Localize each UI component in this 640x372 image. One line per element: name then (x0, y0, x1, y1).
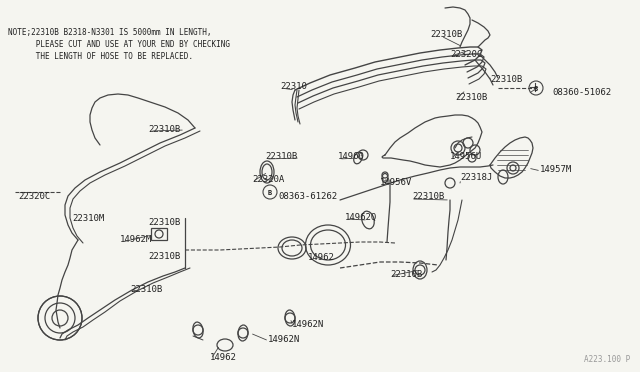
Text: THE LENGTH OF HOSE TO BE REPLACED.: THE LENGTH OF HOSE TO BE REPLACED. (8, 52, 193, 61)
Text: 22310B: 22310B (148, 252, 180, 261)
Text: 22310B: 22310B (148, 125, 180, 134)
Text: 22310B: 22310B (265, 152, 297, 161)
Text: 22320C: 22320C (450, 50, 483, 59)
Circle shape (38, 296, 82, 340)
Text: 22320C: 22320C (18, 192, 51, 201)
Text: 22318J: 22318J (460, 173, 492, 182)
Text: 22310B: 22310B (130, 285, 163, 294)
Text: 14960: 14960 (338, 152, 365, 161)
Text: 14957M: 14957M (540, 165, 572, 174)
Text: 14962: 14962 (210, 353, 237, 362)
Text: 14956V: 14956V (380, 178, 412, 187)
Text: B: B (268, 190, 272, 196)
Text: 22310: 22310 (280, 82, 307, 91)
Text: A223.100 P: A223.100 P (584, 355, 630, 364)
Text: 22310B: 22310B (455, 93, 487, 102)
Text: 14956U: 14956U (450, 152, 483, 161)
Text: 22310B: 22310B (430, 30, 462, 39)
Text: 08363-61262: 08363-61262 (278, 192, 337, 201)
Text: 22320A: 22320A (252, 175, 284, 184)
Text: NOTE;22310B B2318-N3301 IS 5000mm IN LENGTH,: NOTE;22310B B2318-N3301 IS 5000mm IN LEN… (8, 28, 211, 37)
Text: 08360-51062: 08360-51062 (552, 88, 611, 97)
Text: 14962M: 14962M (120, 235, 152, 244)
Text: 22310B: 22310B (490, 75, 522, 84)
Text: S: S (534, 86, 538, 92)
Text: 14962: 14962 (308, 253, 335, 262)
Text: 22310B: 22310B (412, 192, 444, 201)
Text: 14962N: 14962N (268, 335, 300, 344)
Text: 14962N: 14962N (292, 320, 324, 329)
Text: PLEASE CUT AND USE AT YOUR END BY CHECKING: PLEASE CUT AND USE AT YOUR END BY CHECKI… (8, 40, 230, 49)
Text: 22310M: 22310M (72, 214, 104, 223)
Text: 22310B: 22310B (148, 218, 180, 227)
Text: 22310B: 22310B (390, 270, 422, 279)
Text: 14962Q: 14962Q (345, 213, 377, 222)
